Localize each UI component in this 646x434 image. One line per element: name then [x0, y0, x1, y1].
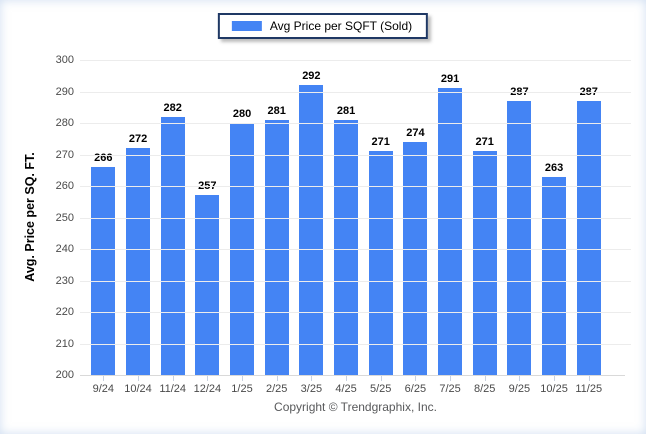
bar-value-label: 271: [371, 136, 390, 149]
copyright-text: Copyright © Trendgraphix, Inc.: [274, 400, 437, 414]
bar-column: 281 4/25: [329, 60, 364, 395]
x-tick: [415, 376, 417, 381]
x-tick-label: 7/25: [439, 383, 461, 395]
y-tick-label: 210: [55, 337, 74, 350]
bar: [403, 141, 428, 375]
gridline: [80, 280, 631, 282]
bar-column: 271 8/25: [467, 60, 502, 395]
y-tick-label: 290: [55, 85, 74, 98]
x-tick: [346, 376, 348, 381]
x-tick-label: 4/25: [335, 383, 357, 395]
bar: [264, 119, 289, 375]
bar-column: 287 9/25: [502, 60, 537, 395]
gridline: [80, 60, 631, 61]
x-tick: [207, 376, 209, 381]
x-tick: [172, 376, 174, 381]
gridline: [80, 91, 631, 93]
y-tick-label: 220: [55, 306, 74, 318]
gridline: [80, 249, 631, 250]
x-tick-label: 10/25: [540, 383, 568, 395]
x-tick: [554, 376, 556, 381]
x-tick: [138, 376, 139, 381]
bar: [438, 88, 463, 375]
y-tick-label: 230: [55, 274, 74, 287]
bar-value-label: 281: [267, 104, 286, 117]
bar: [334, 119, 359, 375]
bar-value-label: 274: [406, 126, 425, 139]
x-tick-label: 2/25: [265, 383, 288, 395]
x-tick-label: 10/24: [124, 383, 152, 395]
x-tick-label: 11/24: [159, 383, 187, 395]
bar: [472, 151, 497, 375]
y-tick-label: 260: [55, 180, 74, 192]
bar-column: 292 3/25: [294, 60, 329, 395]
x-tick: [450, 376, 452, 381]
x-tick: [311, 376, 313, 381]
y-tick-label: 300: [55, 54, 74, 66]
gridline: [80, 154, 631, 156]
x-tick-label: 5/25: [369, 383, 392, 395]
x-tick-label: 11/25: [575, 383, 603, 395]
bar: [126, 148, 150, 375]
x-tick: [380, 376, 382, 381]
bar-column: 287 11/25: [571, 60, 606, 395]
x-tick: [103, 376, 105, 381]
legend-label: Avg Price per SQFT (Sold): [269, 19, 413, 33]
x-tick: [242, 376, 244, 381]
bar: [542, 176, 567, 375]
x-tick: [588, 376, 590, 381]
bar-value-label: 272: [128, 133, 148, 146]
bar: [576, 100, 601, 375]
bars-container: 266 9/24 272 10/24 282 11/24 257 12/24 280 1/25 28…: [86, 60, 606, 395]
bar: [160, 116, 185, 375]
gridline: [80, 123, 631, 124]
bar-value-label: 281: [336, 104, 356, 117]
y-tick-label: 270: [55, 148, 74, 161]
bar-value-label: 291: [440, 73, 460, 86]
bar-column: 271 5/25: [363, 60, 398, 395]
bar: [195, 195, 220, 375]
x-axis-line: [80, 375, 625, 376]
bar: [368, 151, 393, 375]
bar: [299, 85, 324, 375]
x-tick-label: 3/25: [300, 383, 323, 395]
x-tick-label: 9/25: [508, 383, 531, 395]
x-tick: [484, 376, 486, 381]
bar-value-label: 282: [163, 101, 182, 114]
legend-swatch-icon: [231, 21, 262, 31]
x-tick: [519, 376, 521, 381]
bar-column: 291 7/25: [433, 60, 468, 395]
x-tick-label: 8/25: [474, 383, 496, 395]
bar: [507, 100, 532, 375]
x-tick-label: 6/25: [404, 383, 427, 395]
bar-column: 274 6/25: [398, 60, 433, 395]
bar-value-label: 292: [302, 70, 321, 83]
bar-column: 282 11/24: [155, 60, 190, 395]
gridline: [80, 217, 631, 219]
bar-column: 257 12/24: [190, 60, 225, 395]
gridline: [80, 186, 631, 187]
y-tick-label: 250: [55, 211, 74, 224]
bar-column: 281 2/25: [259, 60, 294, 395]
x-tick: [276, 376, 278, 381]
x-tick-label: 12/24: [193, 383, 222, 395]
gridline: [80, 312, 631, 313]
bar-value-label: 271: [475, 136, 494, 149]
y-tick-label: 240: [55, 243, 74, 255]
x-tick-label: 9/24: [92, 383, 115, 395]
plot-area: 266 9/24 272 10/24 282 11/24 257 12/24 280 1/25 28…: [56, 54, 631, 395]
legend: Avg Price per SQFT (Sold): [217, 13, 429, 39]
bar-value-label: 263: [544, 161, 564, 174]
gridline: [80, 343, 631, 345]
y-tick-label: 280: [55, 117, 74, 129]
bar: [91, 167, 116, 375]
y-tick-label: 200: [55, 369, 74, 381]
bar-value-label: 280: [232, 108, 252, 120]
bar-column: 266 9/24: [86, 60, 121, 395]
x-tick-label: 1/25: [231, 383, 253, 395]
bar-column: 263 10/25: [537, 60, 572, 395]
